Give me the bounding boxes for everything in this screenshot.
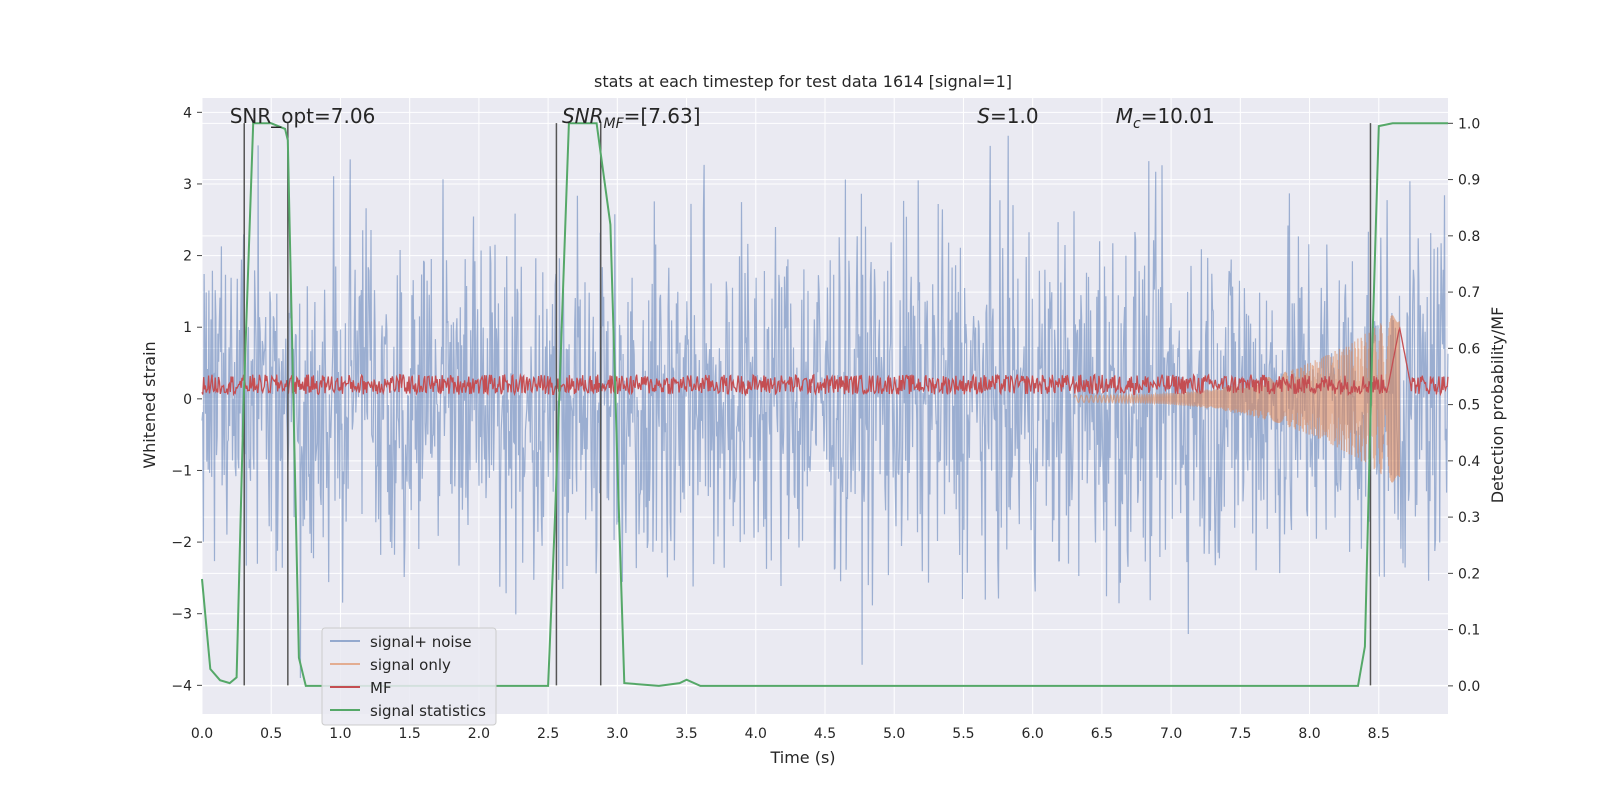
y-tick-label: 3 bbox=[183, 177, 192, 193]
signal-statistics-series bbox=[201, 122, 1448, 687]
x-tick-label: 0.0 bbox=[191, 726, 213, 742]
y-axis-label: Whitened strain bbox=[140, 341, 159, 468]
legend-label-signal-statistics: signal statistics bbox=[370, 702, 486, 720]
x-tick-label: 1.0 bbox=[329, 726, 351, 742]
x-tick-label: 5.0 bbox=[883, 726, 905, 742]
y2-tick-label: 0.2 bbox=[1458, 566, 1480, 582]
y2-tick-label: 0.4 bbox=[1458, 454, 1480, 470]
annotation-value: =1.0 bbox=[990, 104, 1039, 128]
x-axis-label: Time (s) bbox=[769, 748, 835, 767]
legend-label-signal-only: signal only bbox=[370, 656, 451, 674]
legend: signal+ noise signal only MF signal stat… bbox=[321, 627, 497, 726]
y2-tick-label: 0.7 bbox=[1458, 285, 1480, 301]
signal-statistics-line bbox=[201, 122, 1448, 687]
x-tick-label: 8.5 bbox=[1368, 726, 1390, 742]
annotation-subscript: c bbox=[1133, 116, 1141, 132]
y2-tick-label: 0.9 bbox=[1458, 173, 1480, 189]
x-tick-label: 3.0 bbox=[606, 726, 628, 742]
x-tick-label: 8.0 bbox=[1298, 726, 1320, 742]
annotation-value: =10.01 bbox=[1141, 104, 1215, 128]
x-tick-label: 3.5 bbox=[675, 726, 697, 742]
legend-box bbox=[321, 627, 497, 726]
chart-title: stats at each timestep for test data 161… bbox=[594, 72, 1012, 91]
annotation-text: S=1.0 bbox=[977, 104, 1038, 128]
y2-tick-label: 0.6 bbox=[1458, 341, 1480, 357]
x-axis: 0.0 0.5 1.0 1.5 2.0 2.5 3.0 3.5 4.0 4.5 5.0 5.5 6.0 6… bbox=[191, 726, 1390, 742]
legend-label-mf: MF bbox=[370, 679, 392, 697]
legend-label-signal-noise: signal+ noise bbox=[370, 633, 472, 651]
y-tick-label: 0 bbox=[183, 392, 192, 408]
y2-tick-label: 0.1 bbox=[1458, 623, 1480, 639]
x-tick-label: 0.5 bbox=[260, 726, 282, 742]
annotation-text: SNRMF=[7.63] bbox=[562, 104, 701, 132]
annotation-main: M bbox=[1116, 104, 1133, 128]
annotation-text: Mc=10.01 bbox=[1116, 104, 1215, 132]
y2-axis: 1.0 0.9 0.8 0.7 0.6 0.5 0.4 0.3 0.2 0.1 0.0 bbox=[1448, 116, 1480, 695]
y-tick-label: −1 bbox=[171, 463, 192, 479]
y-tick-label: −2 bbox=[171, 535, 192, 551]
mf-line bbox=[201, 326, 1449, 397]
y-tick-label: −4 bbox=[171, 678, 192, 694]
x-tick-label: 6.0 bbox=[1022, 726, 1044, 742]
mf-series bbox=[201, 326, 1449, 397]
y-axis: 4 3 2 1 0 −1 −2 −3 −4 bbox=[171, 105, 202, 694]
y2-tick-label: 0.0 bbox=[1458, 679, 1480, 695]
y-tick-label: 2 bbox=[183, 249, 192, 265]
y2-tick-label: 0.3 bbox=[1458, 510, 1480, 526]
x-tick-label: 4.5 bbox=[814, 726, 836, 742]
annotation-main: SNR bbox=[562, 104, 604, 128]
x-tick-label: 6.5 bbox=[1091, 726, 1113, 742]
annotations: SNR_opt=7.06 SNRMF=[7.63] S=1.0 Mc=10.01 bbox=[230, 104, 1215, 132]
x-tick-label: 2.0 bbox=[468, 726, 490, 742]
x-tick-label: 1.5 bbox=[399, 726, 421, 742]
y2-axis-label: Detection probability/MF bbox=[1488, 307, 1507, 504]
y-tick-label: 4 bbox=[183, 105, 192, 121]
x-tick-label: 7.0 bbox=[1160, 726, 1182, 742]
annotation-main: S bbox=[977, 104, 990, 128]
y2-tick-label: 0.5 bbox=[1458, 398, 1480, 414]
y2-tick-label: 1.0 bbox=[1458, 116, 1480, 132]
y2-tick-label: 0.8 bbox=[1458, 229, 1480, 245]
x-tick-label: 4.0 bbox=[745, 726, 767, 742]
y-tick-label: 1 bbox=[183, 320, 192, 336]
x-tick-label: 2.5 bbox=[537, 726, 559, 742]
x-tick-label: 7.5 bbox=[1229, 726, 1251, 742]
annotation-value: =[7.63] bbox=[624, 104, 701, 128]
annotation-text: SNR_opt=7.06 bbox=[230, 104, 376, 128]
x-tick-label: 5.5 bbox=[952, 726, 974, 742]
y-tick-label: −3 bbox=[171, 607, 192, 623]
annotation-subscript: MF bbox=[604, 116, 625, 132]
